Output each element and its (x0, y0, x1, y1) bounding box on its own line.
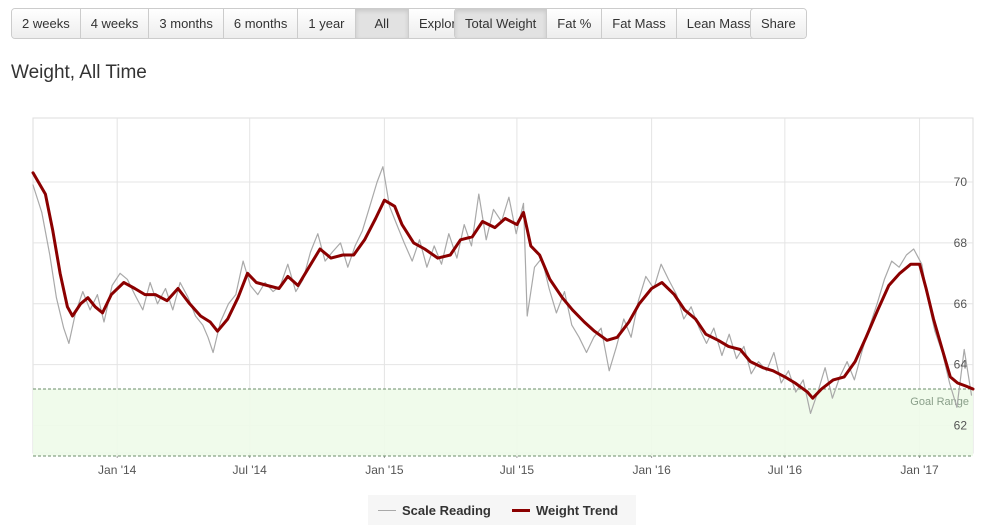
range-all-button[interactable]: All (355, 9, 409, 38)
legend-weight-trend-label: Weight Trend (536, 502, 619, 518)
range-2-weeks-button[interactable]: 2 weeks (12, 9, 81, 38)
share-button[interactable]: Share (751, 9, 806, 38)
y-tick-label: 62 (954, 419, 968, 433)
weight-trend-swatch (512, 508, 530, 512)
range-6-months-button[interactable]: 6 months (223, 9, 299, 38)
y-tick-label: 68 (954, 236, 968, 250)
metric-total-weight-button[interactable]: Total Weight (455, 9, 548, 38)
weight-trend-line (31, 171, 975, 400)
chart-series (31, 166, 975, 414)
x-tick-label: Jan '17 (900, 463, 939, 477)
scale-reading-swatch (378, 509, 396, 511)
y-tick-label: 66 (954, 297, 968, 311)
goal-range-fill (33, 389, 973, 457)
legend-weight-trend[interactable]: Weight Trend (512, 495, 618, 525)
metric-fat-percent-button[interactable]: Fat % (547, 9, 603, 38)
x-tick-label: Jan '16 (632, 463, 671, 477)
legend-scale-reading-label: Scale Reading (402, 502, 491, 518)
share-button-group: Share (750, 8, 807, 39)
range-1-year-button[interactable]: 1 year (298, 9, 356, 38)
x-tick-label: Jul '16 (768, 463, 803, 477)
x-tick-label: Jul '14 (233, 463, 268, 477)
legend-scale-reading[interactable]: Scale Reading (378, 495, 491, 525)
x-tick-label: Jan '15 (365, 463, 404, 477)
y-tick-label: 70 (954, 175, 968, 189)
x-tick-label: Jan '14 (98, 463, 137, 477)
chart-legend: Scale Reading Weight Trend (368, 495, 636, 525)
x-tick-label: Jul '15 (500, 463, 535, 477)
range-4-weeks-button[interactable]: 4 weeks (80, 9, 150, 38)
y-tick-label: 64 (954, 358, 968, 372)
metric-fat-mass-button[interactable]: Fat Mass (602, 9, 677, 38)
range-button-group: 2 weeks 4 weeks 3 months 6 months 1 year… (11, 8, 475, 39)
metric-button-group: Total Weight Fat % Fat Mass Lean Mass (454, 8, 762, 39)
goal-range-label: Goal Range (910, 396, 969, 408)
chart-axis-labels: Jan '14 Jul '14 Jan '15 Jul '15 Jan '16 Jul '… (98, 175, 967, 477)
page-title: Weight, All Time (11, 62, 147, 83)
metric-lean-mass-button[interactable]: Lean Mass (676, 9, 761, 38)
goal-range-band: Goal Range (33, 388, 973, 457)
range-3-months-button[interactable]: 3 months (149, 9, 224, 38)
